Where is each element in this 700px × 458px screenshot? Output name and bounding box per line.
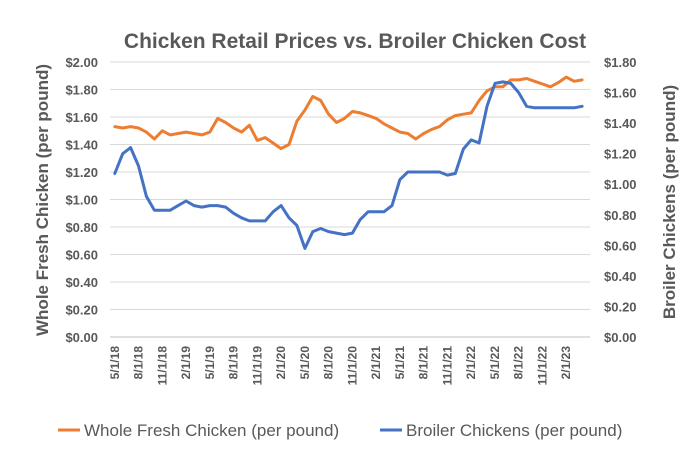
right-tick-label: $0.00 (604, 330, 637, 345)
left-tick-label: $1.20 (65, 165, 98, 180)
right-tick-label: $0.20 (604, 299, 637, 314)
right-tick-label: $0.40 (604, 269, 637, 284)
x-tick-label: 2/1/23 (559, 346, 573, 380)
left-tick-label: $0.00 (65, 330, 98, 345)
left-tick-label: $1.80 (65, 83, 98, 98)
x-tick-label: 11/1/19 (250, 346, 264, 386)
x-tick-label: 5/1/18 (108, 346, 122, 380)
x-tick-label: 8/1/22 (512, 346, 526, 380)
x-tick-label: 2/1/21 (369, 346, 383, 380)
left-tick-label: $0.80 (65, 220, 98, 235)
legend-label-broiler: Broiler Chickens (per pound) (406, 421, 622, 440)
left-tick-label: $1.60 (65, 110, 98, 125)
x-tick-label: 5/1/20 (298, 346, 312, 380)
gridlines (110, 61, 590, 310)
right-axis-title: Broiler Chickens (per pound) (660, 85, 679, 319)
x-tick-label: 2/1/22 (464, 346, 478, 380)
right-tick-label: $1.00 (604, 177, 637, 192)
x-tick-label: 8/1/18 (132, 346, 146, 380)
legend-label-whole-fresh: Whole Fresh Chicken (per pound) (84, 421, 339, 440)
x-axis-ticks: 5/1/18 8/1/18 11/1/18 2/1/19 5/1/19 8/1/19 11/… (108, 346, 573, 386)
left-axis-title: Whole Fresh Chicken (per pound) (33, 64, 52, 336)
left-tick-label: $1.40 (65, 138, 98, 153)
left-axis-ticks: $0.00 $0.20 $0.40 $0.60 $0.80 $1.00 $1.20 $1.40… (65, 55, 98, 345)
left-tick-label: $1.00 (65, 193, 98, 208)
left-tick-label: $0.40 (65, 275, 98, 290)
right-axis-ticks: $0.00 $0.20 $0.40 $0.60 $0.80 $1.00 $1.20 $1.40… (604, 55, 637, 345)
right-tick-label: $1.80 (604, 55, 637, 70)
right-tick-label: $0.60 (604, 238, 637, 253)
legend: Whole Fresh Chicken (per pound) Broiler … (58, 421, 622, 440)
x-tick-label: 8/1/19 (227, 346, 241, 380)
right-tick-label: $1.60 (604, 86, 637, 101)
x-tick-label: 5/1/22 (488, 346, 502, 380)
x-tick-label: 5/1/19 (203, 346, 217, 380)
x-tick-label: 11/1/21 (440, 346, 454, 386)
series-line-broiler (113, 80, 584, 250)
x-tick-label: 11/1/18 (155, 346, 169, 386)
right-tick-label: $1.20 (604, 147, 637, 162)
left-tick-label: $0.60 (65, 248, 98, 263)
left-tick-label: $2.00 (65, 55, 98, 70)
x-tick-label: 2/1/19 (179, 346, 193, 380)
x-tick-label: 11/1/20 (345, 346, 359, 386)
x-tick-label: 8/1/21 (417, 346, 431, 380)
right-tick-label: $0.80 (604, 208, 637, 223)
x-tick-label: 5/1/21 (393, 346, 407, 380)
x-tick-label: 11/1/22 (535, 346, 549, 386)
x-tick-label: 8/1/20 (322, 346, 336, 380)
right-tick-label: $1.40 (604, 116, 637, 131)
left-tick-label: $0.20 (65, 303, 98, 318)
series-layer (113, 75, 584, 250)
series-line-whole-fresh (113, 75, 584, 151)
chart-title: Chicken Retail Prices vs. Broiler Chicke… (124, 30, 586, 53)
x-tick-label: 2/1/20 (274, 346, 288, 380)
